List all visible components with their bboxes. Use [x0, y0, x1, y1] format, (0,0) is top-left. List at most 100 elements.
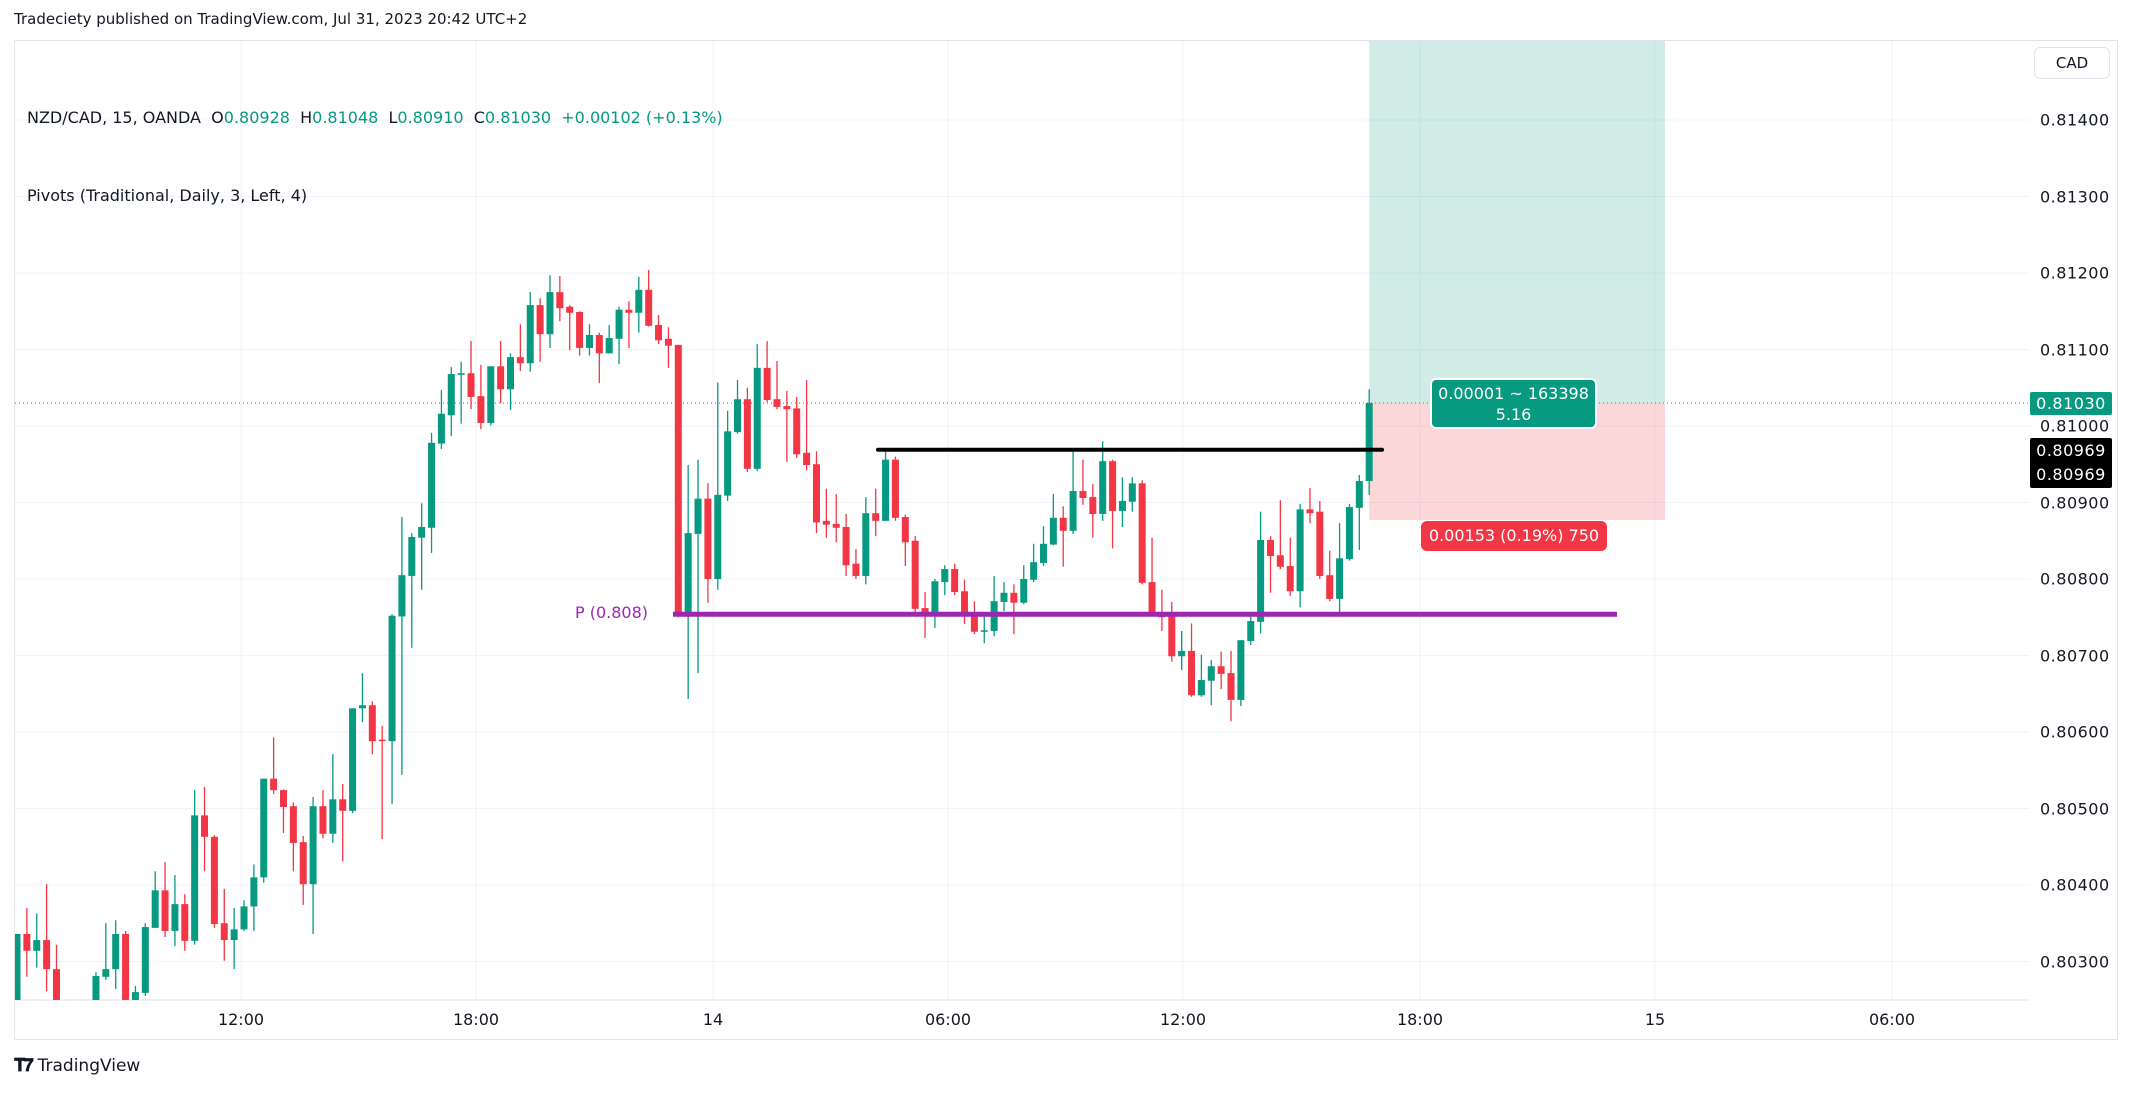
candle	[1138, 480, 1146, 585]
candle	[714, 382, 722, 590]
tradingview-logo-text: TradingView	[37, 1055, 141, 1076]
candle-body	[961, 591, 969, 615]
candle	[398, 517, 406, 775]
candle	[1178, 631, 1186, 671]
candle	[319, 790, 327, 839]
candle-body	[230, 929, 238, 941]
candle-body	[240, 906, 248, 930]
time-tick-label: 12:00	[217, 1010, 265, 1029]
price-tick-label: 0.80700	[2040, 646, 2110, 665]
candle	[279, 789, 287, 833]
candle	[65, 999, 67, 1000]
candle	[220, 888, 228, 961]
candle	[872, 488, 880, 537]
candle-body	[812, 464, 820, 523]
candle	[931, 579, 939, 628]
candle-body	[368, 705, 376, 742]
candle	[1247, 612, 1255, 645]
candle	[250, 864, 258, 931]
candle-body	[753, 367, 761, 469]
candle-body	[1049, 517, 1057, 545]
chart-pane[interactable]	[14, 40, 2118, 1040]
candle	[793, 396, 801, 459]
candle	[230, 907, 238, 970]
price-tick-label: 0.80300	[2040, 952, 2110, 971]
candle	[704, 483, 712, 603]
candle	[832, 494, 840, 543]
candle	[645, 269, 653, 327]
open-value: 0.80928	[223, 108, 290, 127]
candle-body	[1316, 511, 1324, 576]
candle-body	[714, 494, 722, 579]
candle-body	[1217, 666, 1225, 674]
candle	[1079, 459, 1087, 505]
candle	[73, 1007, 80, 1041]
candle	[181, 894, 189, 951]
candle	[694, 459, 702, 674]
candle-body	[941, 569, 949, 583]
currency-button[interactable]: CAD	[2034, 47, 2110, 79]
candle-body	[546, 292, 554, 335]
candle-body	[319, 806, 327, 834]
candle-body	[1207, 666, 1215, 681]
candle-body	[1148, 582, 1156, 615]
candle-body	[1010, 592, 1018, 603]
candle-body	[822, 520, 830, 525]
candle	[1316, 500, 1324, 579]
candle-body	[1197, 679, 1205, 696]
candle-body	[803, 452, 811, 466]
time-tick-label: 06:00	[1868, 1010, 1916, 1029]
candle	[388, 614, 396, 804]
candle-body	[1039, 543, 1047, 563]
symbol-info[interactable]: NZD/CAD, 15, OANDA	[27, 108, 201, 127]
candle-body	[210, 836, 218, 925]
candle-body	[43, 940, 51, 970]
candle	[763, 341, 771, 403]
candle-body	[131, 992, 139, 1000]
candle	[191, 790, 199, 945]
candle	[1326, 550, 1334, 602]
candle	[15, 933, 21, 1000]
candle	[92, 972, 100, 1000]
price-tick-label: 0.81300	[2040, 187, 2110, 206]
candle	[546, 275, 554, 348]
candle	[753, 344, 761, 472]
candle-body	[1069, 491, 1077, 531]
candle	[1000, 582, 1008, 612]
candle	[1128, 477, 1136, 512]
target-info-box[interactable]: 0.00001 ~ 163398 5.16	[1430, 378, 1597, 429]
indicator-legend[interactable]: Pivots (Traditional, Daily, 3, Left, 4)	[27, 186, 308, 205]
candle-body	[783, 406, 791, 410]
candle-body	[1138, 483, 1146, 583]
footer-branding[interactable]: 𝐓𝟕 TradingView	[14, 1055, 140, 1076]
candle-body	[33, 940, 41, 951]
candle-body	[743, 399, 751, 469]
candle	[516, 324, 524, 371]
candle-body	[1266, 539, 1274, 557]
candle	[240, 900, 248, 931]
candle-body	[852, 563, 860, 576]
candle	[1336, 523, 1344, 612]
candle-body	[447, 373, 455, 416]
candle	[615, 306, 623, 365]
candle	[23, 907, 31, 977]
candle	[122, 930, 130, 1000]
candle-body	[309, 806, 317, 885]
candle	[664, 327, 672, 368]
candle	[684, 465, 692, 700]
stop-info-box[interactable]: 0.00153 (0.19%) 750	[1421, 521, 1607, 551]
candle-body	[418, 526, 426, 538]
candle	[743, 387, 751, 472]
candle-body	[1000, 592, 1008, 602]
candle	[1306, 487, 1314, 524]
candle-body	[1286, 565, 1294, 592]
candle-body	[882, 459, 890, 521]
candle-body	[92, 976, 100, 1000]
candle-body	[576, 312, 584, 348]
high-label: H	[300, 108, 313, 127]
candle-body	[279, 790, 287, 807]
candle	[457, 361, 465, 424]
pivot-label: P (0.808)	[575, 603, 649, 622]
candle-body	[862, 513, 870, 576]
